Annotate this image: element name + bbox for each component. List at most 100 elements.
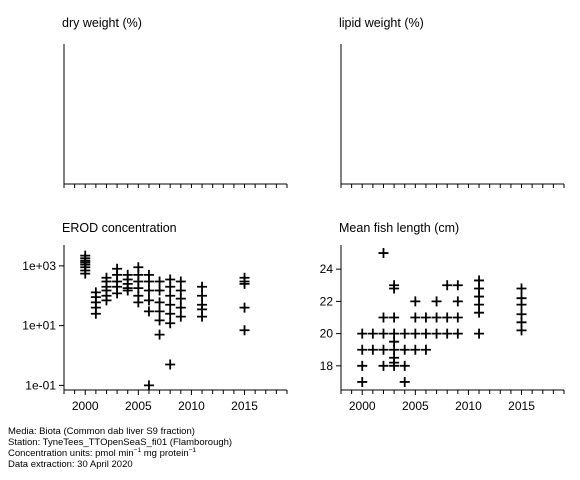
data-point bbox=[442, 312, 453, 323]
data-point bbox=[389, 283, 400, 294]
data-point bbox=[378, 248, 389, 259]
data-point bbox=[80, 268, 91, 279]
data-point bbox=[474, 307, 485, 318]
data-point bbox=[165, 359, 176, 370]
data-point bbox=[516, 325, 527, 336]
data-point bbox=[175, 276, 186, 287]
data-point bbox=[442, 280, 453, 291]
lipid-weight-panel: lipid weight (%) bbox=[339, 16, 565, 188]
mean-fish-length-panel: Mean fish length (cm) 2000 2005 2010 2015 18 2… bbox=[320, 221, 565, 413]
data-point bbox=[165, 308, 176, 319]
data-point bbox=[410, 344, 421, 355]
x-tick-label: 2000 bbox=[349, 399, 376, 413]
units-exponent-2: −1 bbox=[188, 446, 197, 454]
data-point bbox=[357, 376, 368, 387]
data-point bbox=[474, 328, 485, 339]
data-point bbox=[357, 328, 368, 339]
data-point bbox=[143, 285, 154, 296]
data-point bbox=[367, 344, 378, 355]
data-point bbox=[378, 328, 389, 339]
dry-weight-panel: dry weight (%) bbox=[62, 16, 288, 188]
data-point bbox=[357, 344, 368, 355]
data-point bbox=[122, 285, 133, 296]
data-point bbox=[420, 328, 431, 339]
x-tick-label: 2005 bbox=[125, 399, 152, 413]
data-point bbox=[420, 312, 431, 323]
data-point bbox=[143, 276, 154, 287]
data-point bbox=[197, 311, 208, 322]
data-point bbox=[367, 328, 378, 339]
data-point bbox=[399, 376, 410, 387]
data-point bbox=[516, 283, 527, 294]
data-point bbox=[154, 315, 165, 326]
media-text: Media: Biota (Common dab liver S9 fracti… bbox=[8, 426, 195, 437]
data-point bbox=[239, 325, 250, 336]
data-point bbox=[389, 360, 400, 371]
data-point bbox=[452, 296, 463, 307]
data-point bbox=[175, 311, 186, 322]
data-point bbox=[143, 295, 154, 306]
data-point bbox=[239, 302, 250, 313]
units-prefix: Concentration units: pmol min bbox=[8, 448, 134, 459]
data-point bbox=[516, 299, 527, 310]
y-tick-label: 1e+03 bbox=[22, 259, 56, 273]
panel-title: Mean fish length (cm) bbox=[339, 221, 459, 235]
data-point bbox=[431, 328, 442, 339]
data-point bbox=[357, 360, 368, 371]
x-tick-label: 2000 bbox=[72, 399, 99, 413]
units-exponent-1: −1 bbox=[133, 446, 142, 454]
data-point bbox=[154, 306, 165, 317]
data-point bbox=[165, 299, 176, 310]
data-point bbox=[442, 328, 453, 339]
data-point bbox=[112, 288, 123, 299]
data-point bbox=[399, 360, 410, 371]
y-tick-label: 22 bbox=[320, 294, 334, 308]
units-text: Concentration units: pmol min−1 mg prote… bbox=[8, 446, 232, 459]
data-point bbox=[154, 297, 165, 308]
data-point bbox=[420, 344, 431, 355]
data-point bbox=[410, 312, 421, 323]
panel-title: lipid weight (%) bbox=[339, 16, 424, 30]
x-tick-label: 2015 bbox=[508, 399, 535, 413]
y-tick-label: 18 bbox=[320, 359, 334, 373]
data-point bbox=[431, 296, 442, 307]
y-tick-label: 1e-01 bbox=[25, 378, 56, 392]
x-tick-label: 2015 bbox=[231, 399, 258, 413]
data-point bbox=[410, 328, 421, 339]
data-point bbox=[452, 328, 463, 339]
y-tick-label: 24 bbox=[320, 262, 334, 276]
data-point bbox=[399, 344, 410, 355]
data-point bbox=[378, 312, 389, 323]
data-point bbox=[154, 285, 165, 296]
data-point bbox=[378, 360, 389, 371]
erod-concentration-panel: EROD concentration 2000 2005 2010 2015 1e-01 1… bbox=[22, 221, 288, 413]
data-point bbox=[399, 328, 410, 339]
y-tick-label: 1e+01 bbox=[22, 319, 56, 333]
data-point bbox=[133, 297, 144, 308]
data-point bbox=[452, 312, 463, 323]
footer: Media: Biota (Common dab liver S9 fracti… bbox=[8, 426, 232, 470]
data-point bbox=[431, 312, 442, 323]
y-tick-label: 20 bbox=[320, 327, 334, 341]
x-tick-label: 2010 bbox=[455, 399, 482, 413]
data-point bbox=[389, 312, 400, 323]
x-tick-label: 2010 bbox=[178, 399, 205, 413]
data-point bbox=[378, 344, 389, 355]
data-point bbox=[197, 281, 208, 292]
data-point bbox=[175, 293, 186, 304]
data-point bbox=[143, 380, 154, 391]
data-point bbox=[154, 329, 165, 340]
panel-title: dry weight (%) bbox=[62, 16, 142, 30]
data-point bbox=[175, 302, 186, 313]
data-point bbox=[410, 296, 421, 307]
extraction-text: Data extraction: 30 April 2020 bbox=[8, 459, 133, 470]
data-point bbox=[239, 278, 250, 289]
data-point bbox=[90, 308, 101, 319]
station-text: Station: TyneTees_TTOpenSeaS_fi01 (Flamb… bbox=[8, 437, 233, 448]
data-point bbox=[154, 276, 165, 287]
data-point bbox=[165, 281, 176, 292]
x-tick-label: 2005 bbox=[402, 399, 429, 413]
data-point bbox=[143, 306, 154, 317]
data-point bbox=[101, 295, 112, 306]
